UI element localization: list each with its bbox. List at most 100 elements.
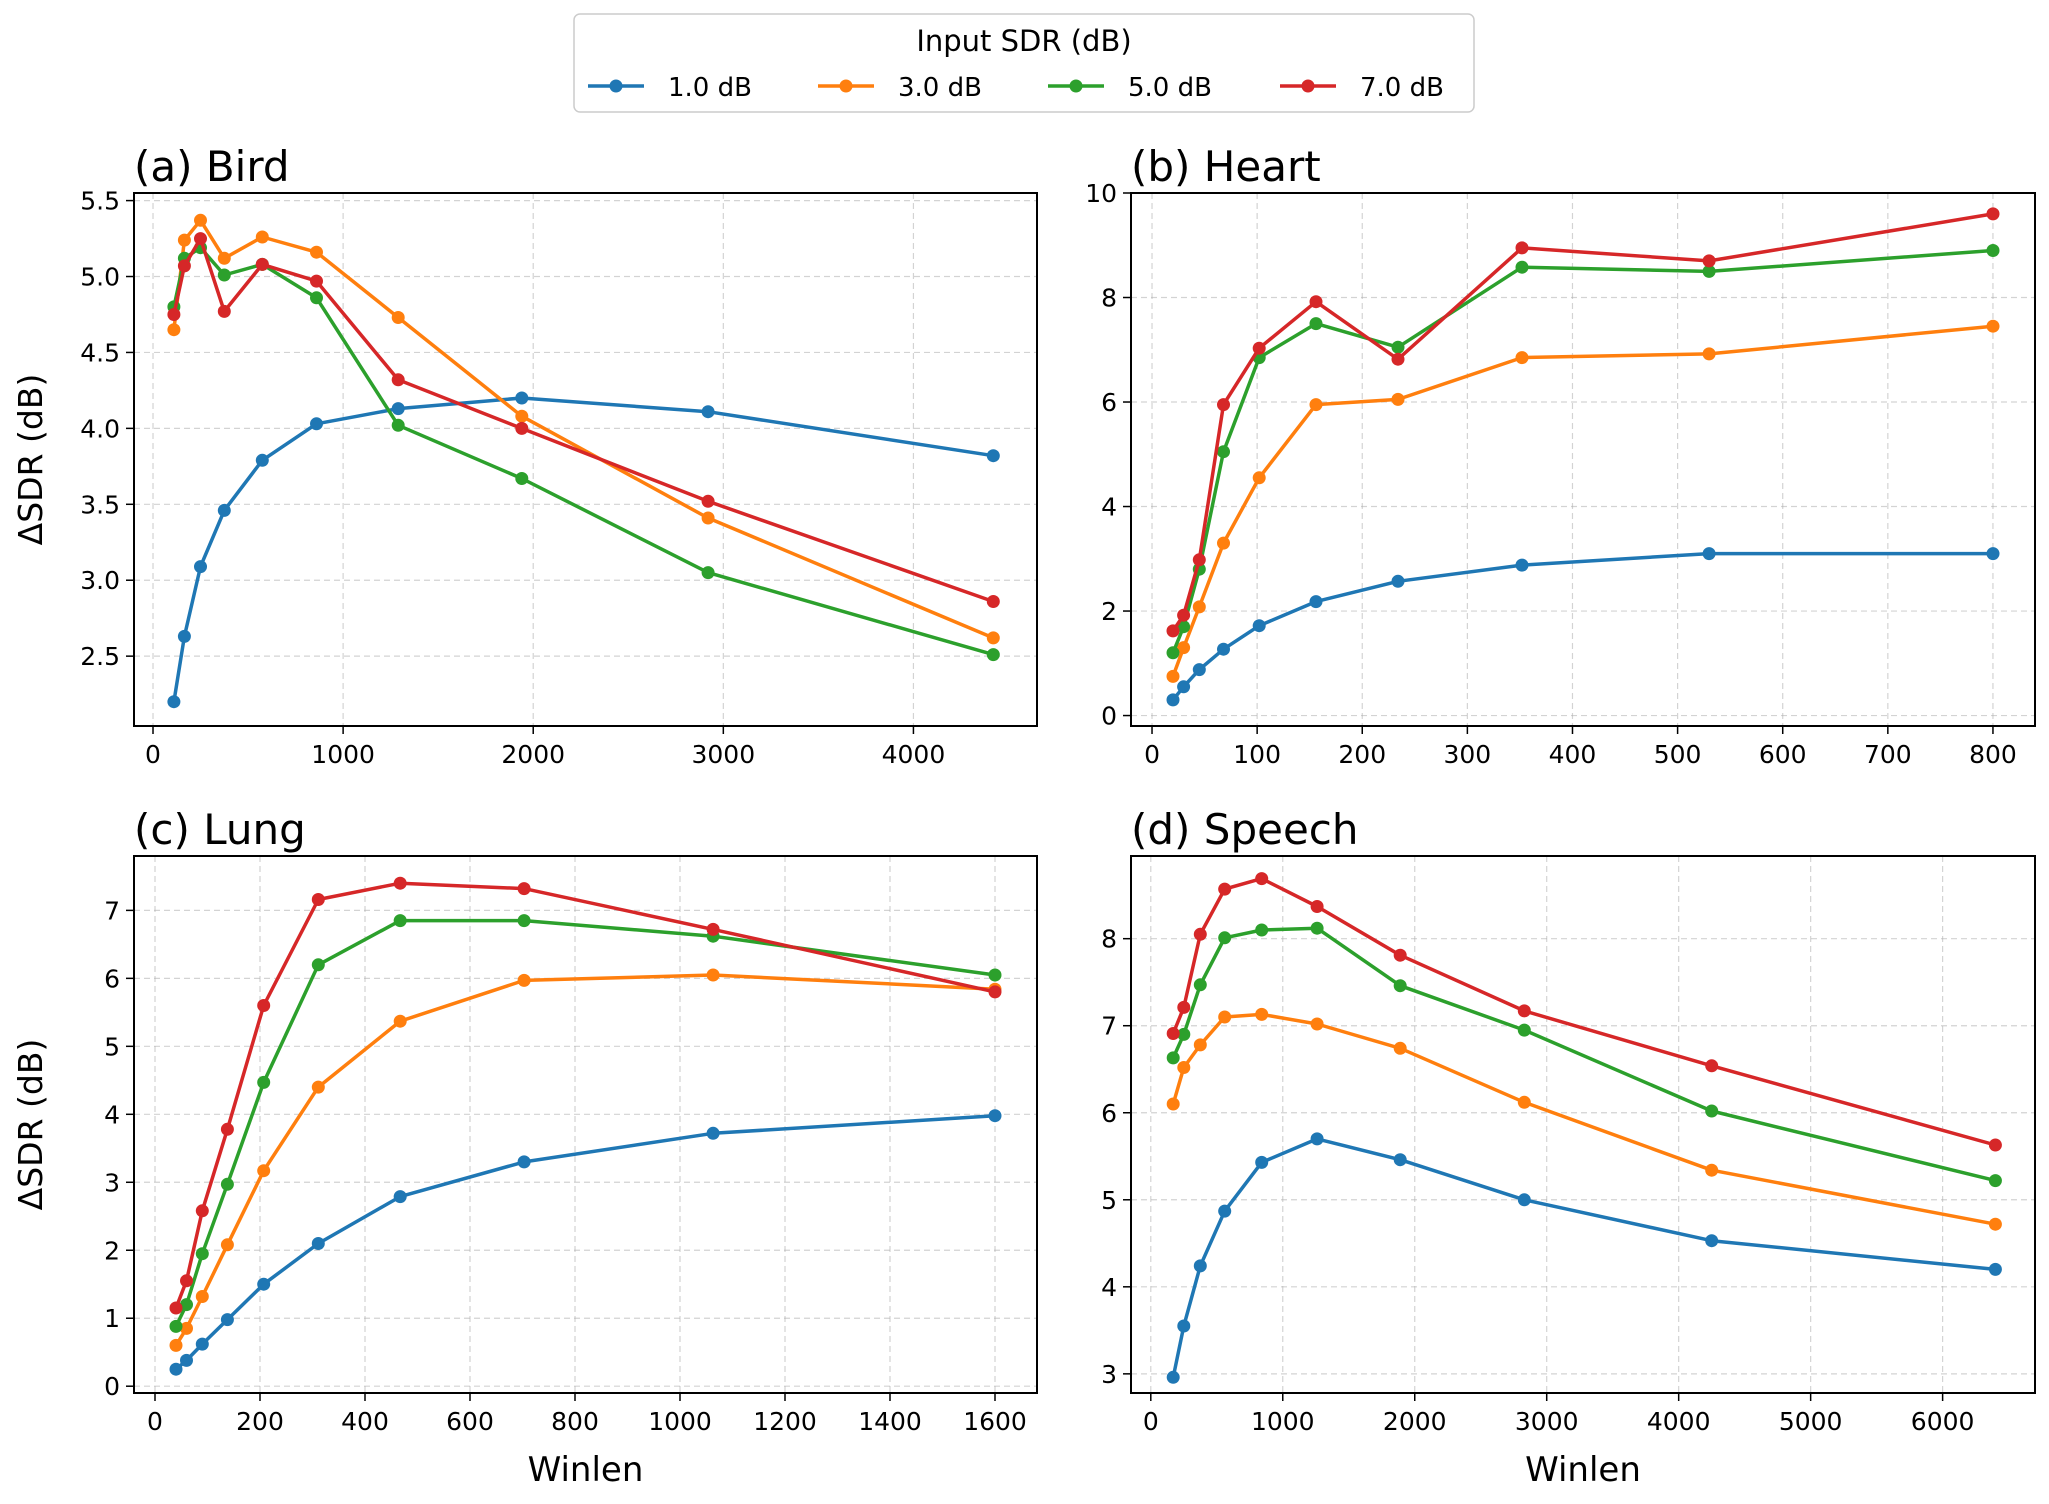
data-point bbox=[393, 876, 407, 890]
data-point bbox=[257, 999, 271, 1012]
data-point bbox=[1515, 260, 1529, 274]
data-point bbox=[169, 1362, 183, 1376]
x-tick-label: 200 bbox=[236, 1407, 284, 1436]
data-point bbox=[217, 503, 231, 517]
data-point bbox=[517, 914, 531, 928]
legend-marker bbox=[839, 79, 853, 93]
x-tick-label: 3000 bbox=[1515, 1407, 1579, 1436]
x-tick-label: 1600 bbox=[963, 1407, 1027, 1436]
y-tick-label: 4 bbox=[1101, 493, 1117, 522]
data-point bbox=[1166, 646, 1180, 660]
data-point bbox=[1166, 1051, 1180, 1065]
data-point bbox=[1166, 624, 1180, 638]
data-point bbox=[986, 631, 1000, 645]
series-line bbox=[174, 881, 996, 1309]
data-point bbox=[1177, 641, 1191, 655]
data-point bbox=[986, 449, 1000, 463]
series-7-0-db bbox=[1166, 207, 2000, 638]
data-point bbox=[701, 511, 715, 525]
x-tick-label: 800 bbox=[1969, 740, 2017, 769]
y-tick-label: 0 bbox=[1101, 702, 1117, 731]
data-point bbox=[255, 257, 269, 271]
data-point bbox=[217, 251, 231, 265]
legend-label: 5.0 dB bbox=[1128, 73, 1212, 103]
data-point bbox=[1702, 254, 1716, 268]
data-point bbox=[194, 560, 207, 574]
data-point bbox=[517, 973, 531, 987]
data-point bbox=[180, 1298, 193, 1312]
y-tick-label: 6 bbox=[104, 964, 120, 993]
legend-marker bbox=[1301, 79, 1315, 93]
x-tick-label: 100 bbox=[1233, 740, 1281, 769]
data-point bbox=[515, 409, 529, 423]
data-point bbox=[177, 233, 191, 247]
data-point bbox=[1393, 1153, 1407, 1167]
data-point bbox=[1217, 398, 1230, 412]
plot-frame bbox=[1130, 192, 2036, 727]
data-point bbox=[180, 1353, 193, 1367]
x-tick-label: 700 bbox=[1864, 740, 1912, 769]
data-point bbox=[1177, 620, 1191, 634]
data-point bbox=[1310, 921, 1324, 935]
series-3-0-db bbox=[1166, 1007, 2002, 1231]
data-point bbox=[1986, 244, 2000, 257]
series-line bbox=[1171, 212, 1994, 632]
x-tick-label: 1000 bbox=[1251, 1407, 1315, 1436]
data-point bbox=[1393, 979, 1407, 993]
series-line bbox=[1171, 324, 1994, 678]
data-point bbox=[255, 453, 269, 467]
y-tick-label: 3 bbox=[1101, 1360, 1117, 1389]
axes: 0 100 200 300 400 500 600 700 800 0 2 4 6 8 10 bbox=[1085, 179, 2017, 769]
data-point bbox=[311, 893, 325, 906]
legend-frame bbox=[573, 13, 1475, 113]
data-point bbox=[1218, 1010, 1232, 1024]
y-tick-label: 5.5 bbox=[80, 187, 120, 216]
data-point bbox=[220, 1313, 234, 1327]
series-5-0-db bbox=[1166, 921, 2002, 1188]
data-point bbox=[180, 1274, 193, 1288]
series-line bbox=[172, 218, 994, 640]
data-point bbox=[1705, 1163, 1719, 1177]
legend-marker bbox=[1069, 79, 1083, 93]
series-line bbox=[1171, 1012, 1996, 1226]
y-tick-label: 7 bbox=[1101, 1012, 1117, 1041]
legend-entry: 1.0 dB bbox=[588, 73, 752, 103]
data-point bbox=[1177, 1061, 1191, 1074]
y-axis-label: ΔSDR (dB) bbox=[11, 374, 50, 546]
data-point bbox=[1517, 1004, 1531, 1018]
x-tick-label: 600 bbox=[446, 1407, 494, 1436]
y-tick-label: 5 bbox=[104, 1032, 120, 1061]
x-tick-label: 0 bbox=[1143, 1407, 1159, 1436]
legend-entry: 5.0 dB bbox=[1048, 73, 1212, 103]
data-point bbox=[1252, 341, 1266, 355]
data-point bbox=[194, 213, 207, 227]
panel-speech: 0 1000 2000 3000 4000 5000 6000 3 4 5 6 7 8 (d) Speec… bbox=[1101, 805, 2036, 1490]
data-point bbox=[515, 472, 529, 485]
data-point bbox=[1309, 595, 1323, 609]
data-point bbox=[393, 914, 407, 928]
data-point bbox=[1255, 1155, 1269, 1169]
x-tick-label: 0 bbox=[147, 1407, 163, 1436]
data-point bbox=[1393, 948, 1407, 962]
legend-entry: 7.0 dB bbox=[1280, 73, 1444, 103]
data-point bbox=[1177, 608, 1191, 622]
x-tick-label: 200 bbox=[1338, 740, 1386, 769]
data-point bbox=[194, 232, 207, 246]
series-3-0-db bbox=[167, 213, 1000, 645]
data-point bbox=[701, 494, 715, 508]
x-tick-label: 0 bbox=[1144, 740, 1160, 769]
series-1-0-db bbox=[167, 391, 1000, 709]
data-point bbox=[517, 882, 531, 896]
legend-entries: 1.0 dB 3.0 dB 5.0 dB 7.0 dB bbox=[588, 73, 1444, 103]
y-tick-label: 4.0 bbox=[80, 414, 120, 443]
plot-frame bbox=[133, 855, 1038, 1394]
data-point bbox=[1193, 978, 1207, 992]
data-point bbox=[1177, 1319, 1191, 1333]
series-1-0-db bbox=[1166, 547, 2000, 707]
series-5-0-db bbox=[1166, 244, 2000, 660]
legend-label: 7.0 dB bbox=[1360, 73, 1444, 103]
x-tick-label: 2000 bbox=[1383, 1407, 1447, 1436]
data-point bbox=[1166, 693, 1180, 707]
panel-title: (d) Speech bbox=[1131, 805, 1359, 854]
y-axis-label: ΔSDR (dB) bbox=[11, 1039, 50, 1211]
